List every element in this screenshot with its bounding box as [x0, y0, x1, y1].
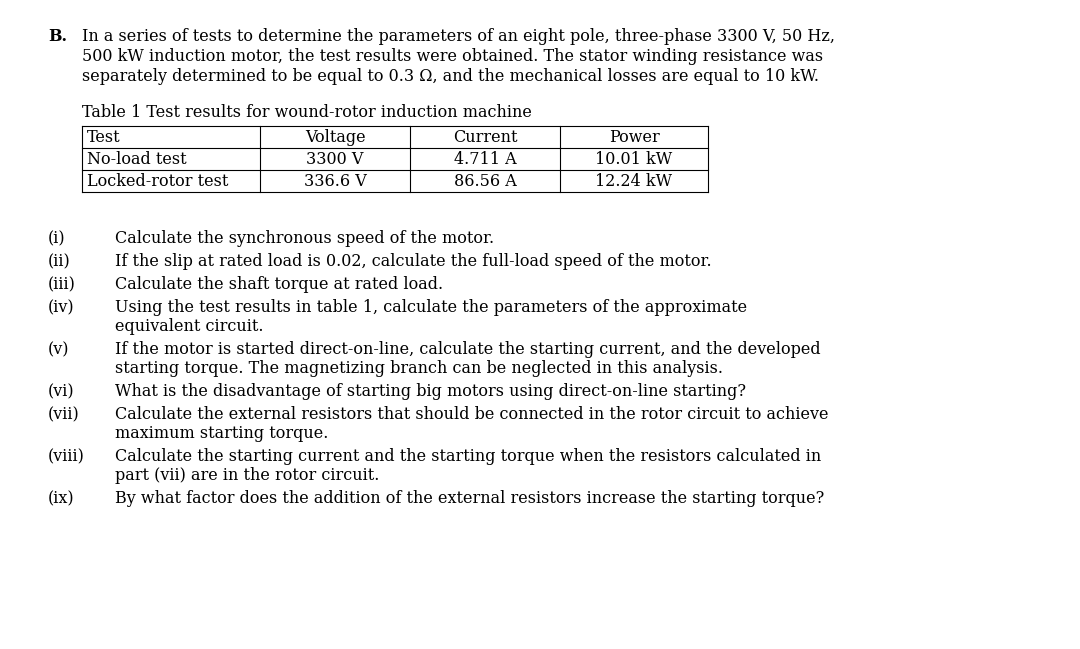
- Text: (v): (v): [48, 341, 69, 358]
- Text: 86.56 A: 86.56 A: [454, 173, 516, 190]
- Text: 12.24 kW: 12.24 kW: [595, 173, 673, 190]
- Text: Current: Current: [453, 129, 517, 145]
- Text: Calculate the external resistors that should be connected in the rotor circuit t: Calculate the external resistors that sh…: [114, 406, 828, 423]
- Text: 10.01 kW: 10.01 kW: [595, 151, 673, 167]
- Text: In a series of tests to determine the parameters of an eight pole, three-phase 3: In a series of tests to determine the pa…: [82, 28, 835, 45]
- Text: separately determined to be equal to 0.3 Ω, and the mechanical losses are equal : separately determined to be equal to 0.3…: [82, 68, 819, 85]
- Text: No-load test: No-load test: [87, 151, 187, 167]
- Text: (iii): (iii): [48, 276, 76, 293]
- Text: equivalent circuit.: equivalent circuit.: [114, 318, 264, 335]
- Text: If the motor is started direct-on-line, calculate the starting current, and the : If the motor is started direct-on-line, …: [114, 341, 821, 358]
- Text: Calculate the starting current and the starting torque when the resistors calcul: Calculate the starting current and the s…: [114, 448, 821, 465]
- Text: part (vii) are in the rotor circuit.: part (vii) are in the rotor circuit.: [114, 467, 379, 484]
- Text: Calculate the shaft torque at rated load.: Calculate the shaft torque at rated load…: [114, 276, 443, 293]
- Text: B.: B.: [48, 28, 67, 45]
- Text: 500 kW induction motor, the test results were obtained. The stator winding resis: 500 kW induction motor, the test results…: [82, 48, 823, 65]
- Text: maximum starting torque.: maximum starting torque.: [114, 425, 328, 442]
- Text: 4.711 A: 4.711 A: [454, 151, 516, 167]
- Text: (viii): (viii): [48, 448, 85, 465]
- Text: Power: Power: [609, 129, 660, 145]
- Text: What is the disadvantage of starting big motors using direct-on-line starting?: What is the disadvantage of starting big…: [114, 383, 746, 400]
- Text: (vi): (vi): [48, 383, 75, 400]
- Text: 3300 V: 3300 V: [307, 151, 364, 167]
- Text: Voltage: Voltage: [305, 129, 365, 145]
- Text: 336.6 V: 336.6 V: [303, 173, 366, 190]
- Text: Test: Test: [87, 129, 121, 145]
- Text: starting torque. The magnetizing branch can be neglected in this analysis.: starting torque. The magnetizing branch …: [114, 360, 723, 377]
- Text: Locked-rotor test: Locked-rotor test: [87, 173, 228, 190]
- Text: Table 1 Test results for wound-rotor induction machine: Table 1 Test results for wound-rotor ind…: [82, 104, 531, 121]
- Text: Calculate the synchronous speed of the motor.: Calculate the synchronous speed of the m…: [114, 230, 495, 247]
- Text: (ii): (ii): [48, 253, 71, 270]
- Text: (i): (i): [48, 230, 66, 247]
- Text: (ix): (ix): [48, 490, 75, 507]
- Text: By what factor does the addition of the external resistors increase the starting: By what factor does the addition of the …: [114, 490, 824, 507]
- Text: If the slip at rated load is 0.02, calculate the full-load speed of the motor.: If the slip at rated load is 0.02, calcu…: [114, 253, 712, 270]
- Text: Using the test results in table 1, calculate the parameters of the approximate: Using the test results in table 1, calcu…: [114, 299, 747, 316]
- Text: (iv): (iv): [48, 299, 75, 316]
- Text: (vii): (vii): [48, 406, 80, 423]
